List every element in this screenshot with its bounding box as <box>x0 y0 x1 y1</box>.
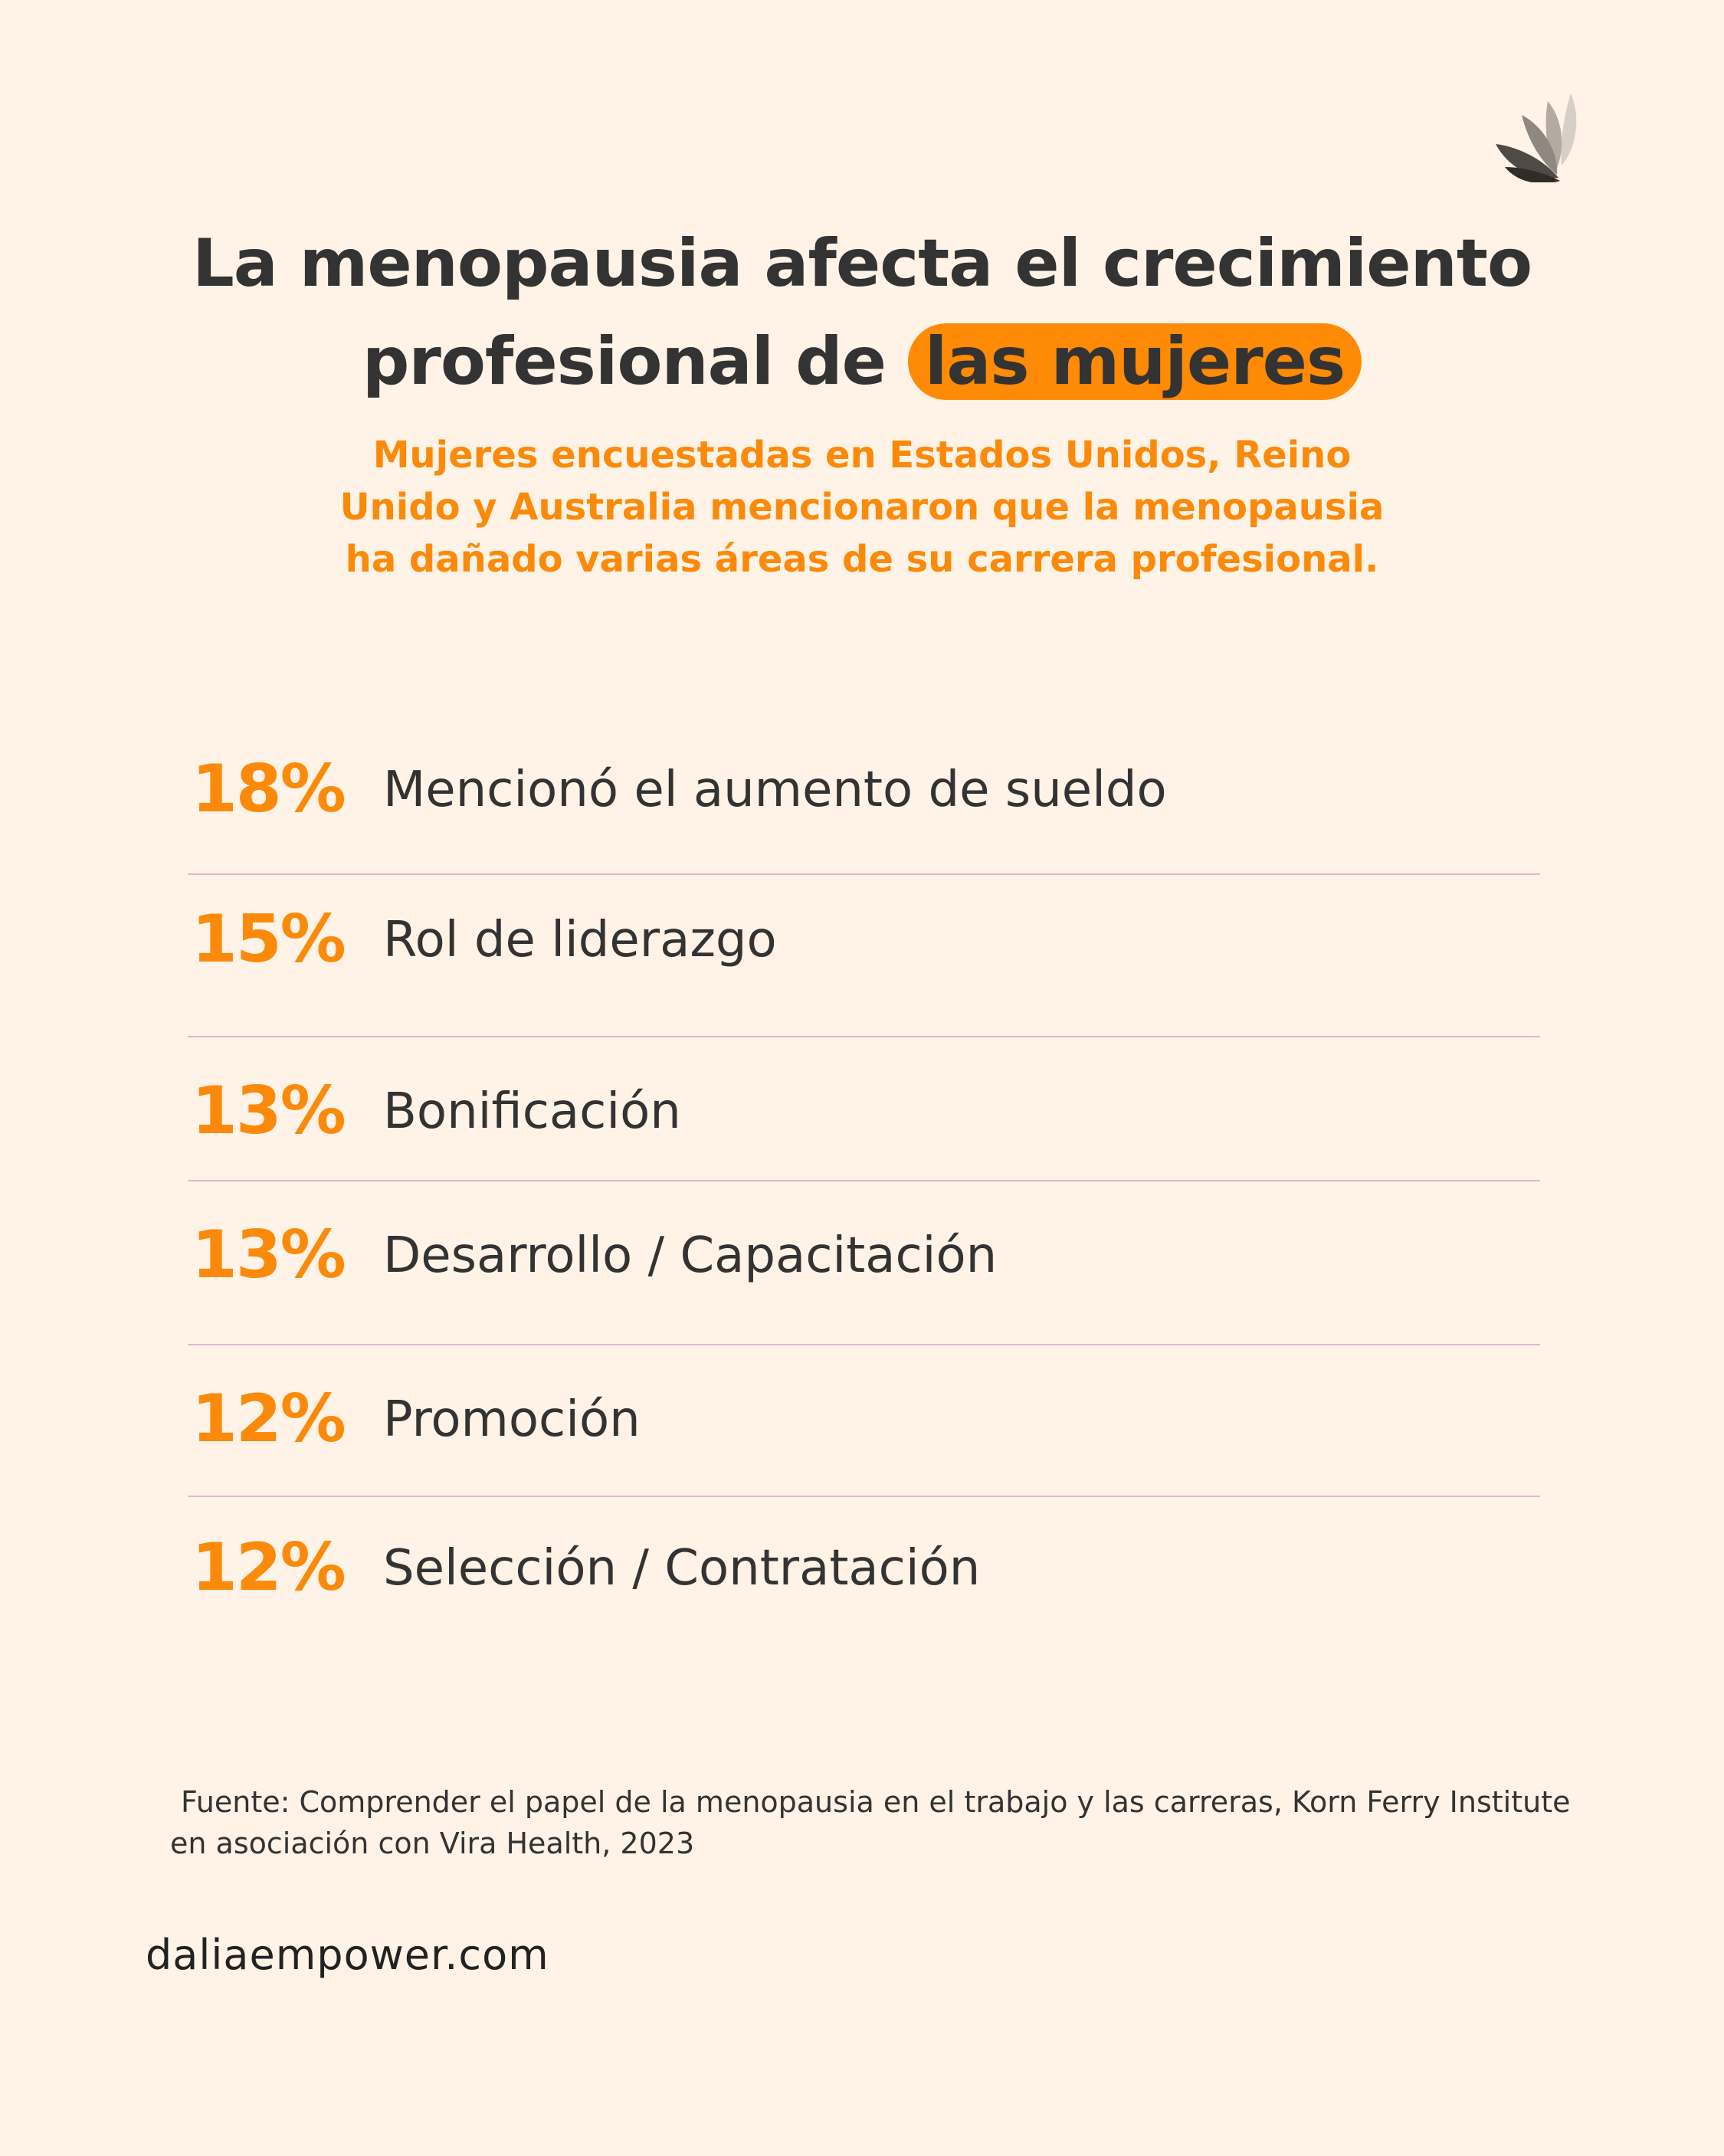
stat-row: 12% Selección / Contratación <box>188 1497 1540 1635</box>
stat-row: 15% Rol de liderazgo <box>188 875 1540 1037</box>
stat-label: Mencionó el aumento de sueldo <box>383 762 1167 818</box>
stat-label: Selección / Contratación <box>383 1540 981 1597</box>
website-url: daliaempower.com <box>146 1931 549 1979</box>
stat-label: Rol de liderazgo <box>383 912 777 968</box>
subtitle: Mujeres encuestadas en Estados Unidos, R… <box>0 429 1724 585</box>
stats-list: 18% Mencionó el aumento de sueldo 15% Ro… <box>188 728 1540 1635</box>
stat-label: Promoción <box>383 1391 641 1448</box>
stat-value: 13% <box>192 1073 346 1149</box>
stat-row: 13% Bonificación <box>188 1037 1540 1181</box>
source-line-1: Fuente: Comprender el papel de la menopa… <box>181 1785 1571 1819</box>
title-line-1: La menopausia afecta el crecimiento <box>192 225 1532 302</box>
stat-value: 13% <box>192 1217 346 1293</box>
stat-value: 12% <box>192 1381 346 1457</box>
source-citation: Fuente: Comprender el papel de la menopa… <box>170 1781 1626 1864</box>
stat-value: 15% <box>192 901 346 978</box>
stat-label: Bonificación <box>383 1083 681 1140</box>
stat-value: 18% <box>192 751 346 827</box>
stat-row: 12% Promoción <box>188 1345 1540 1497</box>
title-highlight: las mujeres <box>907 323 1362 400</box>
source-line-2: en asociación con Vira Health, 2023 <box>170 1827 695 1860</box>
page-title: La menopausia afecta el crecimiento prof… <box>0 215 1724 411</box>
stat-row: 18% Mencionó el aumento de sueldo <box>188 728 1540 875</box>
subtitle-line-1: Mujeres encuestadas en Estados Unidos, R… <box>372 434 1352 477</box>
subtitle-line-3: ha dañado varias áreas de su carrera pro… <box>345 538 1379 581</box>
stat-row: 13% Desarrollo / Capacitación <box>188 1181 1540 1345</box>
leaf-logo-icon <box>1496 93 1577 182</box>
title-line-2: profesional de las mujeres <box>0 313 1724 411</box>
subtitle-line-2: Unido y Australia mencionaron que la men… <box>339 486 1385 529</box>
stat-label: Desarrollo / Capacitación <box>383 1227 998 1284</box>
title-line-2-prefix: profesional de <box>362 323 908 400</box>
stat-value: 12% <box>192 1529 346 1606</box>
